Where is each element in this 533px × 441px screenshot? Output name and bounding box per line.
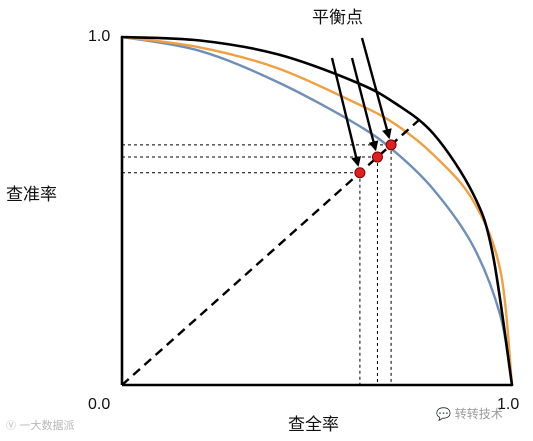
break-even-point-1 xyxy=(354,167,366,179)
orange-pr-curve xyxy=(120,35,514,387)
blue-pr-curve xyxy=(120,35,514,387)
watermark-right-text: 转转技术 xyxy=(454,407,503,421)
y-max-tick-label: 1.0 xyxy=(88,28,111,45)
x-max-tick-label: 1.0 xyxy=(497,396,520,413)
x-axis-label: 查全率 xyxy=(288,415,339,435)
watermark-left-text: 一大数据派 xyxy=(19,419,75,432)
break-even-point-3 xyxy=(385,139,397,151)
callout-arrow-1 xyxy=(330,57,361,167)
wechat-icon: 💬 xyxy=(436,407,451,421)
chart-title: 平衡点 xyxy=(312,8,363,28)
y-axis-label: 查准率 xyxy=(6,185,57,205)
watermark-logo-icon: Ⓥ xyxy=(6,421,16,432)
callout-arrow-2 xyxy=(350,57,379,152)
watermark-right: 💬 转转技术 xyxy=(436,405,503,422)
origin-tick-label: 0.0 xyxy=(88,396,111,413)
black-pr-curve xyxy=(120,35,514,387)
watermark-left: Ⓥ 一大数据派 xyxy=(6,417,75,433)
callout-arrow-3 xyxy=(360,37,392,140)
diagonal-reference-line xyxy=(121,116,424,386)
break-even-point-2 xyxy=(371,151,383,163)
